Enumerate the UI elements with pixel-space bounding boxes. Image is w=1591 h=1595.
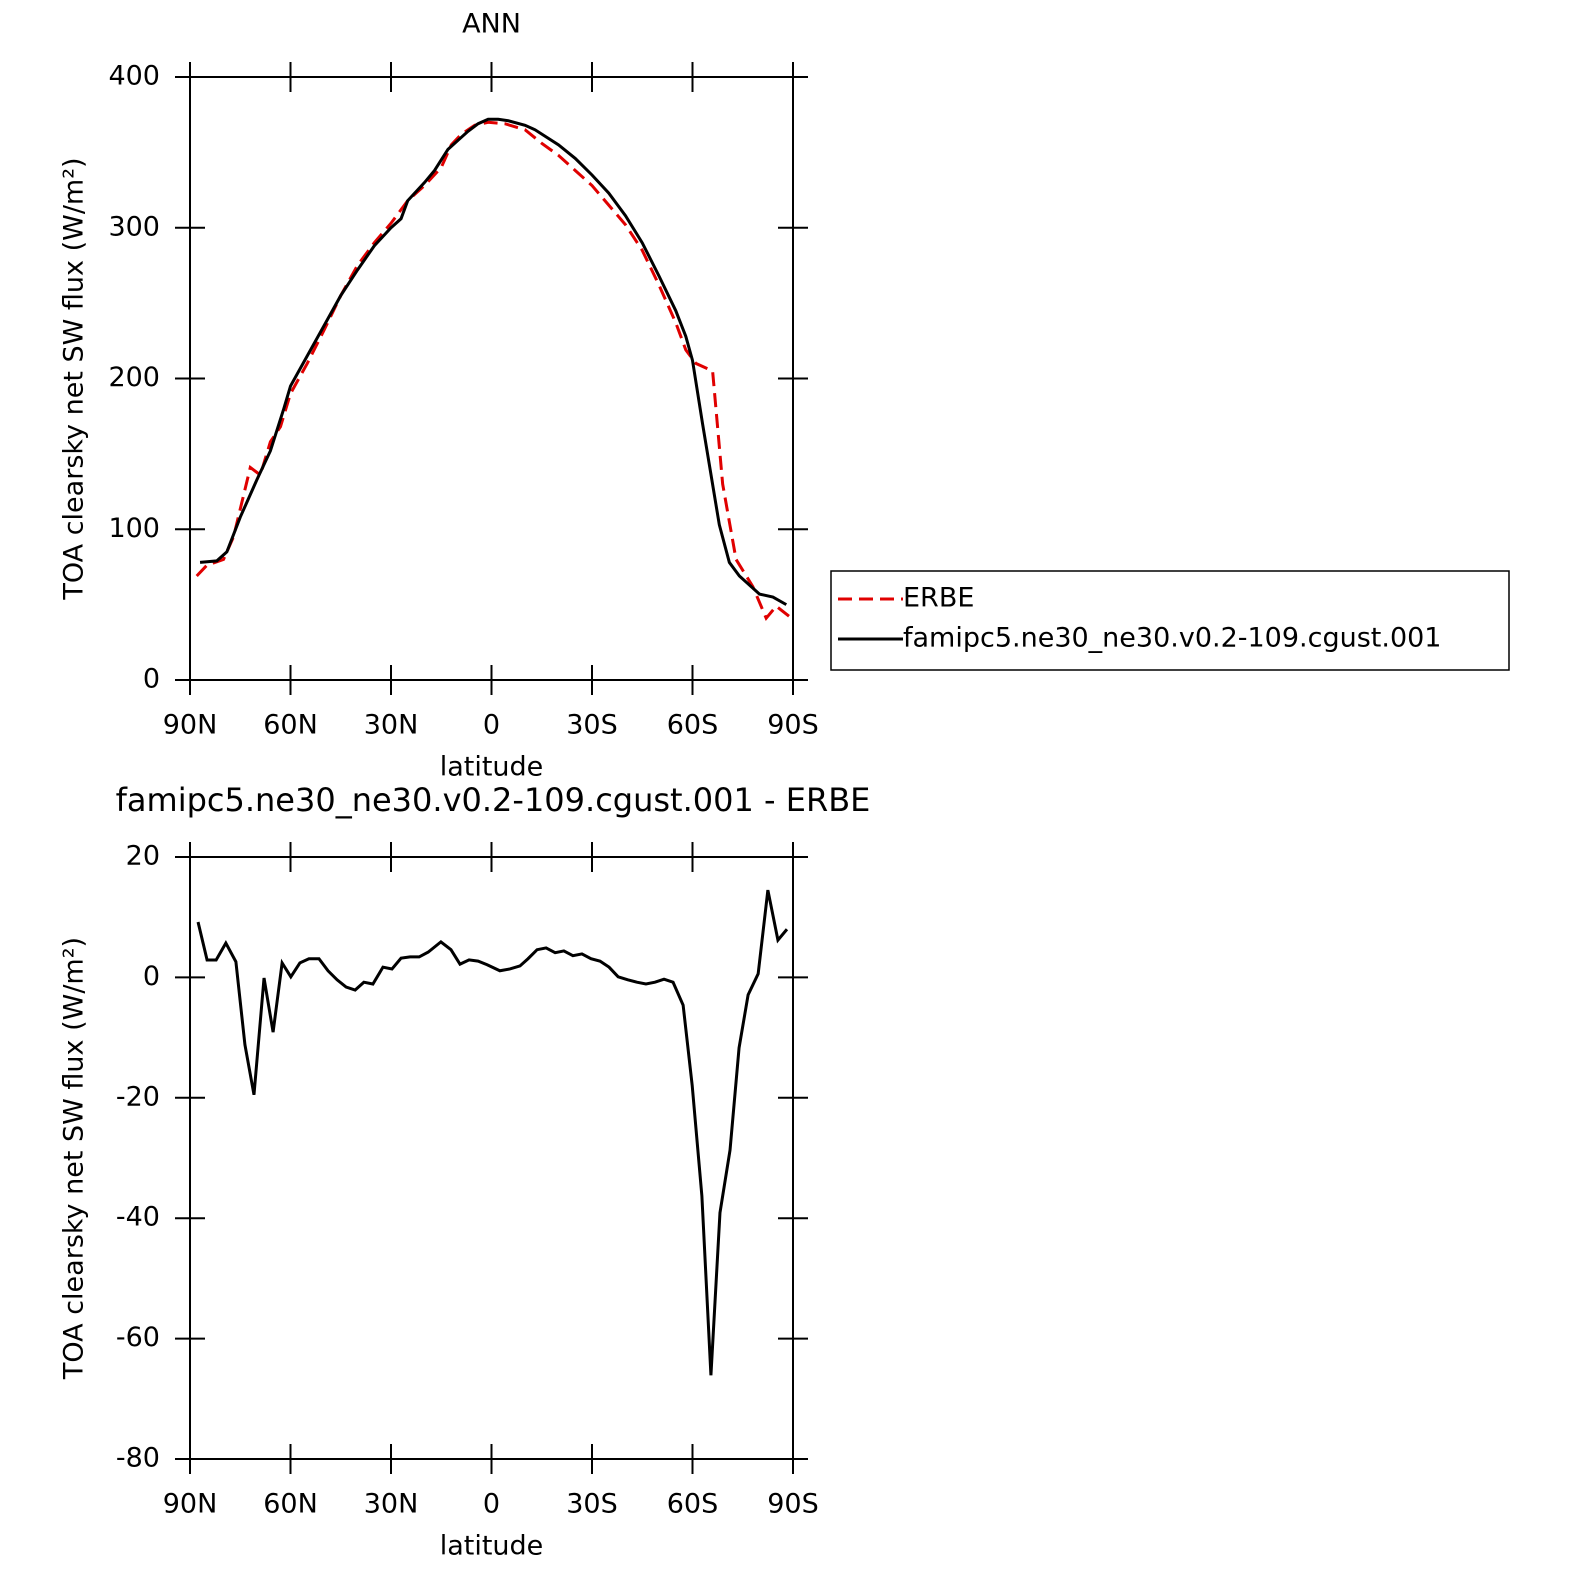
x-tick-label: 60N	[263, 710, 318, 741]
y-axis-label: TOA clearsky net SW flux (W/m²)	[59, 937, 90, 1380]
x-tick-label: 90N	[163, 710, 218, 741]
y-tick-label: -60	[116, 1322, 160, 1353]
x-tick-label: 90S	[767, 710, 819, 741]
y-tick-label: -40	[116, 1202, 160, 1233]
chart-title: ANN	[462, 9, 521, 40]
x-tick-label: 30N	[364, 710, 419, 741]
data-line	[195, 120, 791, 622]
data-line	[196, 889, 789, 1376]
y-tick-label: 300	[108, 211, 160, 242]
x-tick-label: 90S	[767, 1489, 819, 1520]
x-tick-label: 30S	[566, 710, 618, 741]
plot-frame	[189, 856, 794, 1460]
y-tick-label: 200	[108, 362, 160, 393]
legend-box	[830, 570, 1510, 671]
legend-label: ERBE	[903, 583, 974, 614]
data-line	[199, 117, 788, 606]
y-tick-label: -80	[116, 1443, 160, 1474]
x-tick-label: 0	[483, 1489, 500, 1520]
chart-title: famipc5.ne30_ne30.v0.2-109.cgust.001 - E…	[116, 781, 871, 819]
y-tick-label: 20	[126, 841, 160, 872]
y-tick-label: 0	[143, 664, 160, 695]
y-tick-label: 100	[108, 513, 160, 544]
x-tick-label: 30S	[566, 1489, 618, 1520]
legend-label: famipc5.ne30_ne30.v0.2-109.cgust.001	[903, 623, 1441, 654]
x-tick-label: 0	[483, 710, 500, 741]
x-tick-label: 60S	[667, 1489, 719, 1520]
x-axis-label: latitude	[440, 1531, 544, 1562]
x-tick-label: 30N	[364, 1489, 419, 1520]
y-tick-label: -20	[116, 1081, 160, 1112]
y-axis-label: TOA clearsky net SW flux (W/m²)	[59, 157, 90, 600]
x-tick-label: 60S	[667, 710, 719, 741]
y-tick-label: 400	[108, 61, 160, 92]
plot-frame	[189, 76, 794, 681]
x-axis-label: latitude	[440, 752, 544, 783]
x-tick-label: 60N	[263, 1489, 318, 1520]
x-tick-label: 90N	[163, 1489, 218, 1520]
y-tick-label: 0	[143, 961, 160, 992]
